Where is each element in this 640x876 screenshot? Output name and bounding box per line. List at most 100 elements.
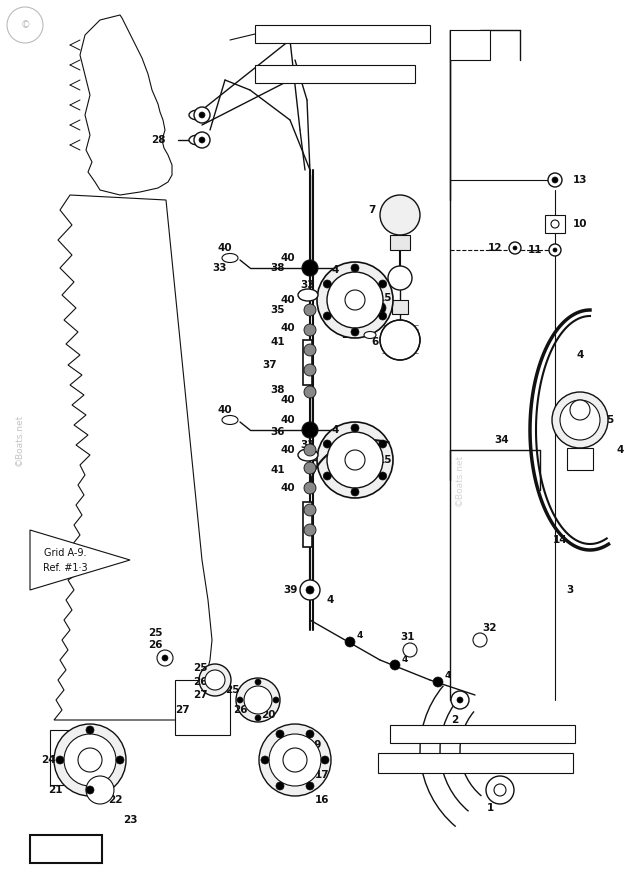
Circle shape (403, 643, 417, 657)
Bar (390, 235, 410, 250)
Text: 36: 36 (271, 427, 285, 437)
Text: ©: © (20, 20, 30, 30)
Circle shape (255, 715, 261, 721)
Text: 10: 10 (573, 219, 588, 229)
Text: 30: 30 (348, 303, 362, 313)
Circle shape (304, 364, 316, 376)
Text: 7: 7 (368, 205, 376, 215)
Polygon shape (30, 530, 130, 590)
Text: 40: 40 (218, 405, 232, 415)
Circle shape (199, 137, 205, 143)
Circle shape (255, 679, 261, 685)
Circle shape (548, 173, 562, 187)
Bar (30, 835, 102, 863)
Circle shape (304, 424, 316, 436)
Text: 40: 40 (281, 295, 295, 305)
Polygon shape (80, 15, 172, 195)
Circle shape (351, 424, 359, 432)
Text: 26: 26 (148, 640, 163, 650)
Text: 26: 26 (193, 677, 207, 687)
Text: 12: 12 (488, 243, 502, 253)
Circle shape (323, 280, 332, 288)
Circle shape (304, 524, 316, 536)
Circle shape (56, 756, 64, 764)
Text: 39: 39 (283, 585, 297, 595)
Circle shape (304, 262, 316, 274)
Circle shape (321, 756, 329, 764)
Circle shape (374, 302, 386, 314)
Text: ©Boats.net: ©Boats.net (15, 413, 24, 466)
Text: 40: 40 (281, 253, 295, 263)
Polygon shape (54, 195, 212, 720)
Circle shape (194, 132, 210, 148)
Text: ©Boats.net: ©Boats.net (455, 454, 464, 506)
Text: 4: 4 (576, 350, 584, 360)
Circle shape (473, 633, 487, 647)
Text: 19: 19 (308, 740, 322, 750)
Text: 2: 2 (451, 715, 459, 725)
Bar (175, 680, 230, 735)
Circle shape (64, 734, 116, 786)
Text: FWD: FWD (50, 843, 83, 856)
Circle shape (351, 328, 359, 336)
Text: 4: 4 (332, 265, 339, 275)
Circle shape (345, 290, 365, 310)
Circle shape (327, 272, 383, 328)
Text: 38: 38 (271, 385, 285, 395)
Bar (392, 300, 408, 314)
Text: 6: 6 (371, 337, 379, 347)
Circle shape (323, 472, 332, 480)
Circle shape (379, 280, 387, 288)
Text: Grid B-7, Ref. #1: Grid B-7, Ref. #1 (438, 729, 525, 739)
Bar (255, 65, 415, 83)
Text: 33: 33 (301, 440, 316, 450)
Text: 40: 40 (281, 395, 295, 405)
Text: 40: 40 (281, 483, 295, 493)
Bar (390, 725, 575, 743)
Text: 13: 13 (573, 175, 588, 185)
Ellipse shape (222, 253, 238, 263)
Circle shape (86, 786, 94, 794)
Ellipse shape (222, 415, 238, 425)
Circle shape (302, 422, 318, 438)
Circle shape (205, 670, 225, 690)
Circle shape (549, 244, 561, 256)
Text: 11: 11 (528, 245, 542, 255)
Circle shape (486, 776, 514, 804)
Text: 16: 16 (315, 795, 329, 805)
Text: 25: 25 (148, 628, 163, 638)
Circle shape (304, 462, 316, 474)
Text: 26: 26 (233, 705, 247, 715)
Text: 21: 21 (48, 785, 62, 795)
Circle shape (273, 697, 279, 703)
Circle shape (162, 655, 168, 661)
Text: Grid A-2, Ref. #2: Grid A-2, Ref. #2 (291, 69, 379, 79)
Circle shape (388, 266, 412, 290)
Text: 22: 22 (108, 795, 122, 805)
Circle shape (300, 580, 320, 600)
Text: 40: 40 (218, 243, 232, 253)
Text: 25: 25 (225, 685, 239, 695)
Text: 33: 33 (301, 280, 316, 290)
Text: Grid B-4, Ref. #10: Grid B-4, Ref. #10 (428, 758, 522, 768)
Text: 4: 4 (332, 425, 339, 435)
Text: 4: 4 (326, 595, 333, 605)
Circle shape (276, 730, 284, 738)
Text: 32: 32 (483, 623, 497, 633)
Text: 15: 15 (378, 293, 392, 303)
Text: Ref. #1·3: Ref. #1·3 (43, 563, 87, 573)
Text: 18: 18 (268, 755, 282, 765)
Text: 9: 9 (371, 271, 379, 281)
Circle shape (380, 195, 420, 235)
Text: 24: 24 (41, 755, 55, 765)
Circle shape (304, 304, 316, 316)
Text: 35: 35 (271, 305, 285, 315)
Circle shape (390, 660, 400, 670)
Circle shape (244, 686, 272, 714)
Circle shape (380, 320, 420, 360)
Text: 4: 4 (616, 445, 624, 455)
Circle shape (78, 748, 102, 772)
Circle shape (199, 112, 205, 118)
Circle shape (194, 107, 210, 123)
Circle shape (323, 440, 332, 448)
